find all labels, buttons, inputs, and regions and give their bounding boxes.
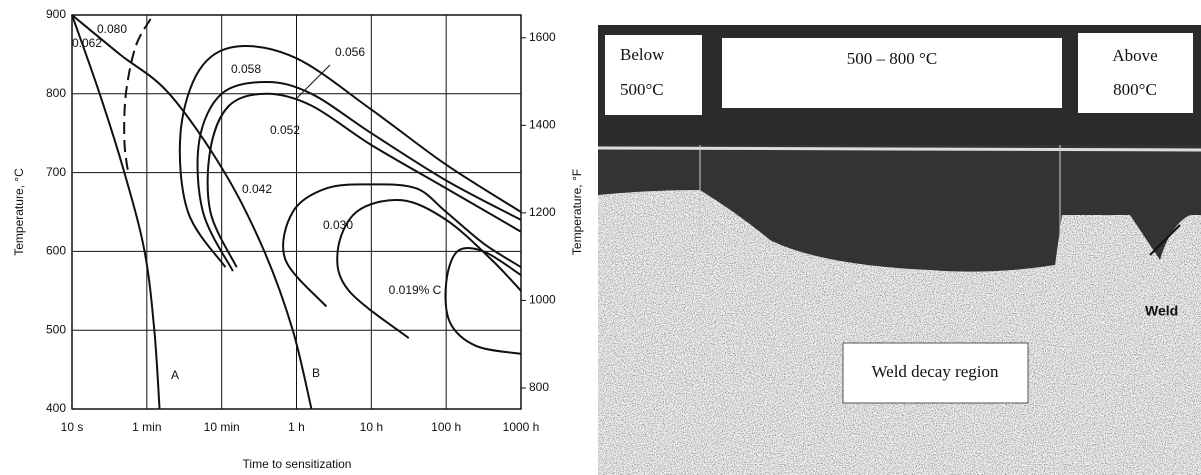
weld-pointer bbox=[1149, 224, 1181, 256]
y2-tick-label: 1600 bbox=[529, 30, 556, 44]
photo-label: 500 – 800 °C bbox=[847, 49, 937, 68]
x-tick-label: 10 h bbox=[360, 420, 383, 434]
label-box bbox=[722, 38, 1062, 108]
y2-tick-label: 1200 bbox=[529, 205, 556, 219]
x-tick-label: 100 h bbox=[431, 420, 461, 434]
curve-label: 0.062 bbox=[72, 36, 102, 50]
y-tick-label: 500 bbox=[46, 322, 66, 336]
label-box bbox=[605, 35, 702, 115]
curve bbox=[206, 92, 522, 268]
y-tick-label: 400 bbox=[46, 401, 66, 415]
x-tick-label: 1 min bbox=[132, 420, 161, 434]
y2-axis-title: Temperature, °F bbox=[570, 169, 584, 255]
photo-label: 800°C bbox=[1113, 80, 1157, 99]
y-axis-title: Temperature, °C bbox=[12, 168, 26, 256]
annotation: 0.080 bbox=[97, 22, 127, 36]
curve bbox=[71, 14, 313, 410]
curve-label: 0.019% C bbox=[389, 283, 442, 297]
y-tick-label: 600 bbox=[46, 244, 66, 258]
curve-label: 0.056 bbox=[335, 45, 365, 59]
curve-label: 0.042 bbox=[242, 182, 272, 196]
curve bbox=[282, 183, 522, 308]
label-box bbox=[1078, 33, 1193, 113]
curve bbox=[71, 14, 161, 410]
label-pointer bbox=[296, 64, 331, 99]
y-tick-label: 700 bbox=[46, 165, 66, 179]
surface-line bbox=[597, 146, 1201, 152]
photo-label: Below bbox=[620, 45, 665, 64]
y2-tick-label: 1000 bbox=[529, 293, 556, 307]
curve bbox=[178, 45, 522, 268]
curve bbox=[123, 18, 152, 173]
curve bbox=[196, 80, 522, 272]
x-tick-label: 10 s bbox=[61, 420, 84, 434]
y-tick-label: 800 bbox=[46, 86, 66, 100]
curve bbox=[336, 198, 522, 339]
photo-label: Weld decay region bbox=[871, 362, 999, 381]
photo-label: Above bbox=[1112, 46, 1157, 65]
curve-label: A bbox=[171, 368, 179, 382]
x-tick-label: 10 min bbox=[204, 420, 240, 434]
y-tick-label: 900 bbox=[46, 7, 66, 21]
x-tick-label: 1 h bbox=[288, 420, 305, 434]
photo-label: Weld bbox=[1145, 303, 1178, 319]
x-tick-label: 1000 h bbox=[503, 420, 540, 434]
x-axis-title: Time to sensitization bbox=[243, 457, 352, 471]
curve bbox=[444, 246, 522, 355]
curve-label: B bbox=[312, 366, 320, 380]
curve-label: 0.058 bbox=[231, 62, 261, 76]
photo-panel: Below 500°C 500 – 800 °C Above 800°C Wel… bbox=[597, 25, 1201, 475]
y2-tick-label: 800 bbox=[529, 380, 549, 394]
curve-label: 0.052 bbox=[270, 123, 300, 137]
curve-label: 0.030 bbox=[323, 218, 353, 232]
photo-label: 500°C bbox=[620, 80, 664, 99]
label-box bbox=[842, 342, 1029, 404]
y2-tick-label: 1400 bbox=[529, 117, 556, 131]
